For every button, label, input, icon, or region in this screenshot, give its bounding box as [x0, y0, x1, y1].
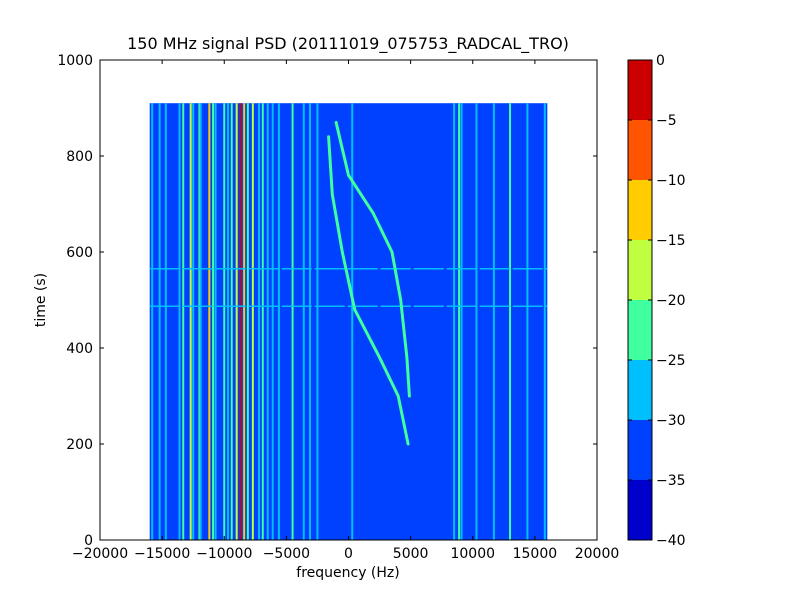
colorbar-band — [628, 240, 652, 300]
y-tick-label: 400 — [66, 341, 93, 357]
y-tick-label: 200 — [66, 437, 93, 453]
colorbar: −40 −35 −30 −25 −20 −15 −10 −5 0 — [627, 53, 686, 549]
x-tick-label: 15000 — [513, 546, 558, 562]
colorbar-tick-label: −15 — [656, 233, 686, 249]
chart-title: 150 MHz signal PSD (20111019_075753_RADC… — [127, 34, 569, 54]
colorbar-band — [628, 420, 652, 480]
spectrogram-marks — [149, 103, 548, 540]
colorbar-tick-label: −25 — [656, 353, 686, 369]
colorbar-band — [628, 360, 652, 420]
colorbar-band — [628, 180, 652, 240]
colorbar-frame — [627, 59, 653, 541]
y-tick-label: 0 — [84, 533, 93, 549]
colorbar-band — [628, 300, 652, 360]
x-tick-label: 0 — [344, 546, 353, 562]
y-tick-label: 800 — [66, 149, 93, 165]
chirp-curve — [334, 120, 411, 398]
plot-area: −20000 −15000 −10000 −5000 0 5000 10000 15000 20… — [57, 53, 619, 562]
colorbar-tick-label: −5 — [656, 113, 677, 129]
colorbar-tick-label: −10 — [656, 173, 686, 189]
plot-frame — [99, 59, 598, 541]
chirp-curve — [327, 135, 410, 446]
x-tick-label: −20000 — [72, 546, 128, 562]
colorbar-tick-label: −40 — [656, 533, 686, 549]
colorbar-band — [628, 480, 652, 540]
colorbar-tick-label: 0 — [656, 53, 665, 69]
colorbar-ticks: −40 −35 −30 −25 −20 −15 −10 −5 0 — [628, 53, 686, 549]
x-tick-label: −15000 — [134, 546, 190, 562]
x-axis-ticks: −20000 −15000 −10000 −5000 0 5000 10000 15000 20… — [72, 60, 619, 562]
y-axis-label: time (s) — [33, 273, 49, 327]
x-tick-label: 10000 — [450, 546, 495, 562]
colorbar-tick-label: −35 — [656, 473, 686, 489]
x-tick-label: −5000 — [263, 546, 310, 562]
colorbar-band — [628, 120, 652, 180]
colorbar-bands — [628, 60, 652, 540]
x-axis-label: frequency (Hz) — [296, 565, 399, 581]
y-axis-ticks: 0 200 400 600 800 1000 — [57, 53, 597, 549]
x-tick-label: −10000 — [196, 546, 252, 562]
colorbar-tick-label: −30 — [656, 413, 686, 429]
y-tick-label: 600 — [66, 245, 93, 261]
x-tick-label: 20000 — [575, 546, 620, 562]
y-tick-label: 1000 — [57, 53, 93, 69]
x-tick-label: 5000 — [393, 546, 429, 562]
colorbar-band — [628, 60, 652, 120]
colorbar-tick-label: −20 — [656, 293, 686, 309]
